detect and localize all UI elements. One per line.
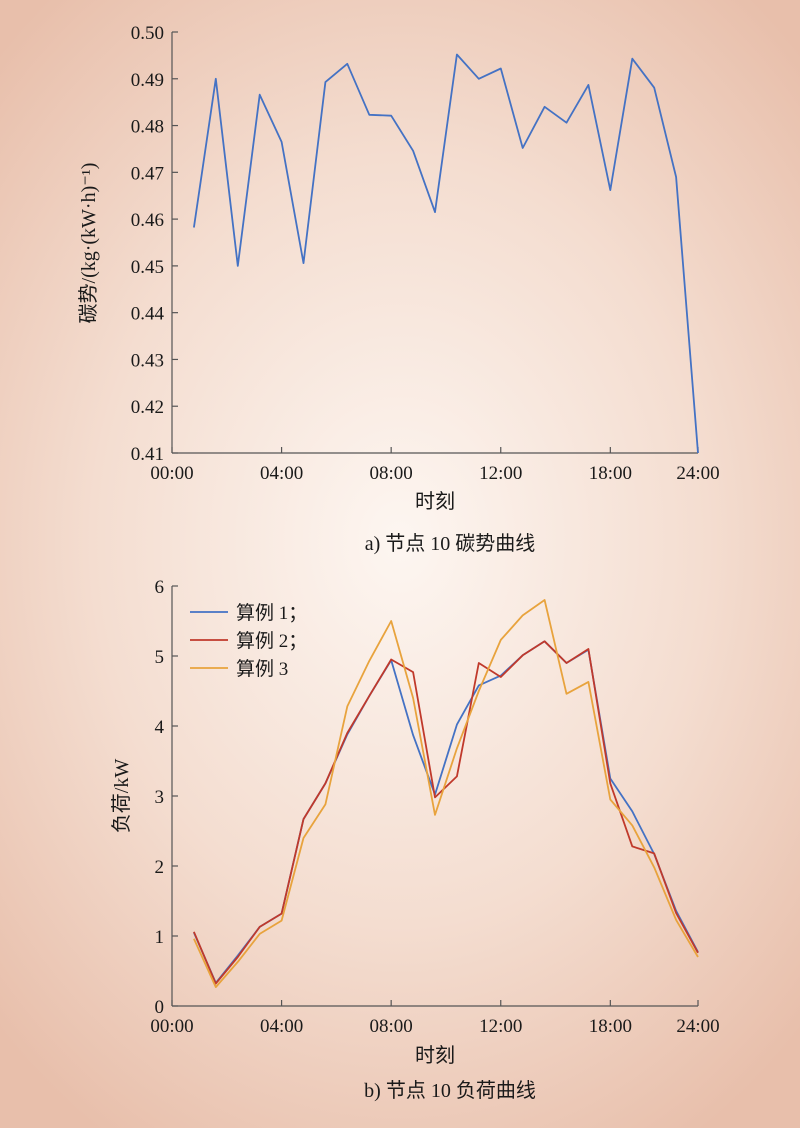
y-tick-label: 0.43 (131, 350, 164, 371)
y-tick-label: 0.42 (131, 397, 164, 418)
x-tick-label: 04:00 (260, 463, 303, 484)
legend-label-1: 算例 1； (236, 602, 307, 624)
series-line-1 (193, 53, 699, 454)
carbon-potential-chart: 0.41 0.42 0.43 0.44 0.45 0.46 0.47 0.48 0.49 0.50… (77, 23, 720, 555)
x-tick-label: 08:00 (370, 463, 413, 484)
y-tick-label: 4 (155, 717, 165, 738)
x-tick-label: 04:00 (260, 1016, 303, 1037)
y-tick-label: 5 (155, 647, 165, 668)
series-line-3 (193, 599, 699, 988)
y-tick-label: 0.46 (131, 210, 164, 231)
y-tick-label: 0.50 (131, 23, 164, 44)
x-tick-label: 00:00 (150, 1016, 193, 1037)
y-tick-label: 0 (155, 997, 165, 1018)
y-tick-label: 2 (155, 857, 165, 878)
y-tick-label: 1 (155, 927, 165, 948)
y-axis-title: 负荷/kW (110, 759, 133, 834)
x-tick-label: 12:00 (479, 1016, 522, 1037)
legend-label-2: 算例 2； (236, 630, 307, 652)
load-chart: 0 1 2 3 4 5 6 00:00 04:00 08:00 12:00 18:00 24:00 时刻 负… (110, 577, 720, 1102)
x-tick-label: 24:00 (676, 463, 719, 484)
chart-caption: a) 节点 10 碳势曲线 (365, 532, 536, 555)
x-axis-title: 时刻 (415, 490, 455, 513)
x-tick-label: 24:00 (676, 1016, 719, 1037)
series-line-1 (193, 640, 699, 984)
x-tick-label: 12:00 (479, 463, 522, 484)
x-tick-label: 18:00 (589, 463, 632, 484)
chart-caption: b) 节点 10 负荷曲线 (364, 1079, 536, 1102)
series-line-2 (193, 640, 699, 985)
y-tick-label: 0.49 (131, 70, 164, 91)
y-axis-title: 碳势/(kg·(kW·h)⁻¹) (77, 163, 100, 324)
y-tick-label: 0.44 (131, 304, 165, 325)
y-tick-label: 6 (155, 577, 165, 598)
x-tick-label: 08:00 (370, 1016, 413, 1037)
y-tick-label: 0.48 (131, 117, 164, 138)
legend-label-3: 算例 3 (236, 658, 288, 680)
x-tick-label: 18:00 (589, 1016, 632, 1037)
x-axis-title: 时刻 (415, 1044, 455, 1067)
x-tick-label: 00:00 (150, 463, 193, 484)
legend: 算例 1； 算例 2； 算例 3 (190, 602, 307, 680)
y-tick-label: 0.45 (131, 257, 164, 278)
y-tick-label: 0.41 (131, 444, 164, 465)
y-tick-label: 0.47 (131, 163, 164, 184)
y-tick-label: 3 (155, 787, 165, 808)
